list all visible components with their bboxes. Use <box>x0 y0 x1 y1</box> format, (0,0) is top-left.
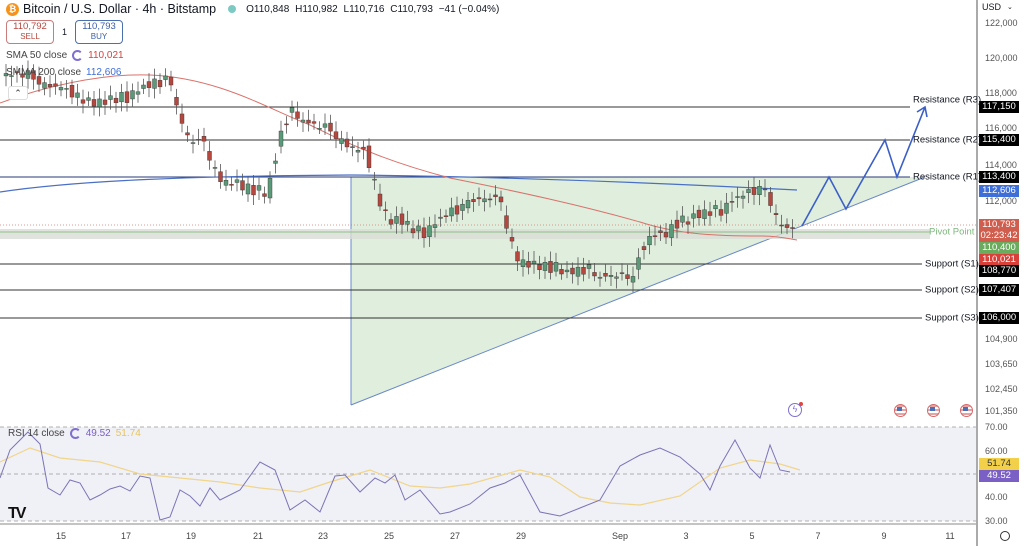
projection-path <box>801 106 926 227</box>
last-price-label: 110,793 <box>979 219 1019 231</box>
bar-countdown: 02:23:42 <box>979 230 1019 242</box>
x-tick: 11 <box>945 531 955 541</box>
tradingview-logo[interactable]: TV <box>8 505 27 522</box>
x-tick: 21 <box>252 531 264 541</box>
settings-gear-icon[interactable] <box>1000 531 1010 541</box>
us-flag-event-icon[interactable] <box>960 404 973 417</box>
price-tick: 116,000 <box>985 123 1017 133</box>
us-flag-event-icon[interactable] <box>894 404 907 417</box>
sell-button[interactable]: 110,792 SELL <box>6 20 54 44</box>
sell-price: 110,792 <box>13 21 47 32</box>
buy-price: 110,793 <box>82 21 116 32</box>
x-tick: Sep <box>611 531 629 541</box>
smma200-label: SMMA 200 close <box>6 67 82 78</box>
rsi-line <box>0 431 791 521</box>
smma-price-label: 112,606 <box>979 185 1019 197</box>
s1-label: Support (S1) <box>925 258 979 270</box>
x-tick: 23 <box>317 531 329 541</box>
low-value: L110,716 <box>343 3 385 15</box>
buy-button[interactable]: 110,793 BUY <box>75 20 124 44</box>
x-tick: 9 <box>881 531 887 541</box>
pivot-price-label: 110,400 <box>979 242 1019 254</box>
price-tick: 114,000 <box>985 160 1017 170</box>
price-tick: 122,000 <box>985 18 1018 28</box>
x-tick: 27 <box>449 531 461 541</box>
us-flag-event-icon[interactable] <box>927 404 940 417</box>
x-tick: 19 <box>185 531 197 541</box>
pivot-label: Pivot Point <box>929 226 975 238</box>
smma200-value: 112,606 <box>86 67 122 78</box>
symbol-title[interactable]: Bitcoin / U.S. Dollar · 4h · Bitstamp <box>23 2 217 16</box>
sma-price-label: 110,021 <box>979 254 1019 266</box>
s1-price-label: 108,770 <box>979 265 1019 277</box>
price-tick: 104,900 <box>985 334 1018 344</box>
chevron-down-icon: ⌄ <box>1007 4 1013 11</box>
x-tick: 25 <box>383 531 395 541</box>
s3-price-label: 106,000 <box>979 312 1019 324</box>
rsi-price-label: 49.52 <box>979 470 1019 482</box>
buy-label: BUY <box>90 32 108 41</box>
price-tick: 118,000 <box>985 88 1017 98</box>
x-tick: 5 <box>749 531 755 541</box>
x-tick: 17 <box>120 531 132 541</box>
r3-label: Resistance (R3) <box>913 94 982 106</box>
r2-label: Resistance (R2) <box>913 134 982 146</box>
sma50-label: SMA 50 close <box>6 50 68 61</box>
s2-price-label: 107,407 <box>979 284 1019 296</box>
price-tick: 112,000 <box>985 196 1017 206</box>
bitcoin-icon: ₿ <box>6 2 19 16</box>
close-value: C110,793 <box>390 3 433 15</box>
r3-price-label: 117,150 <box>979 101 1019 113</box>
refresh-icon[interactable] <box>69 428 81 439</box>
s3-label: Support (S3) <box>925 312 979 324</box>
rsi-value: 49.52 <box>85 428 111 439</box>
r1-price-label: 113,400 <box>979 171 1019 183</box>
symbol-header: ₿ Bitcoin / U.S. Dollar · 4h · Bitstamp … <box>0 0 502 18</box>
change-value: −41 (−0.04%) <box>438 3 500 15</box>
sma50-legend[interactable]: SMA 50 close 110,021 <box>6 50 124 61</box>
x-tick: 29 <box>515 531 527 541</box>
r2-price-label: 115,400 <box>979 134 1019 146</box>
lightning-event-icon[interactable]: ϟ <box>788 402 803 417</box>
refresh-icon[interactable] <box>72 50 84 61</box>
x-tick: 3 <box>683 531 689 541</box>
price-tick: 102,450 <box>985 384 1018 394</box>
rsi-tick: 30.00 <box>985 516 1008 526</box>
spread-value: 1 <box>62 27 68 37</box>
x-tick: 15 <box>55 531 67 541</box>
rsi-tick: 70.00 <box>985 422 1008 432</box>
trade-buttons: 110,792 SELL 1 110,793 BUY <box>6 20 124 44</box>
r1-label: Resistance (R1) <box>913 171 982 183</box>
smma200-legend[interactable]: SMMA 200 close 112,606 <box>6 67 121 78</box>
currency-label: USD <box>982 2 1002 12</box>
high-value: H110,982 <box>295 3 338 15</box>
sma50-value: 110,021 <box>88 50 124 61</box>
currency-selector[interactable]: USD ⌄ <box>982 2 1013 12</box>
rsi-label: RSI 14 close <box>8 428 65 439</box>
price-tick: 120,000 <box>985 53 1018 63</box>
rsi-legend[interactable]: RSI 14 close 49.52 51.74 <box>8 428 141 439</box>
candlesticks <box>3 60 795 293</box>
open-value: O110,848 <box>246 3 290 15</box>
rsi-tick: 60.00 <box>985 446 1008 456</box>
market-status-icon <box>228 5 237 13</box>
x-tick: 7 <box>815 531 821 541</box>
sell-label: SELL <box>20 32 40 41</box>
price-tick: 103,650 <box>985 359 1018 369</box>
ohlc-values: O110,848 H110,982 L110,716 C110,793 −41 … <box>246 4 502 15</box>
rsi-ma-value: 51.74 <box>115 428 141 439</box>
rsi-tick: 40.00 <box>985 492 1008 502</box>
s2-label: Support (S2) <box>925 284 979 296</box>
price-tick: 101,350 <box>985 406 1018 416</box>
collapse-legend-button[interactable]: ⌃ <box>8 86 28 100</box>
rsi-ma-line <box>0 447 801 506</box>
rsi-ma-price-label: 51.74 <box>979 458 1019 470</box>
